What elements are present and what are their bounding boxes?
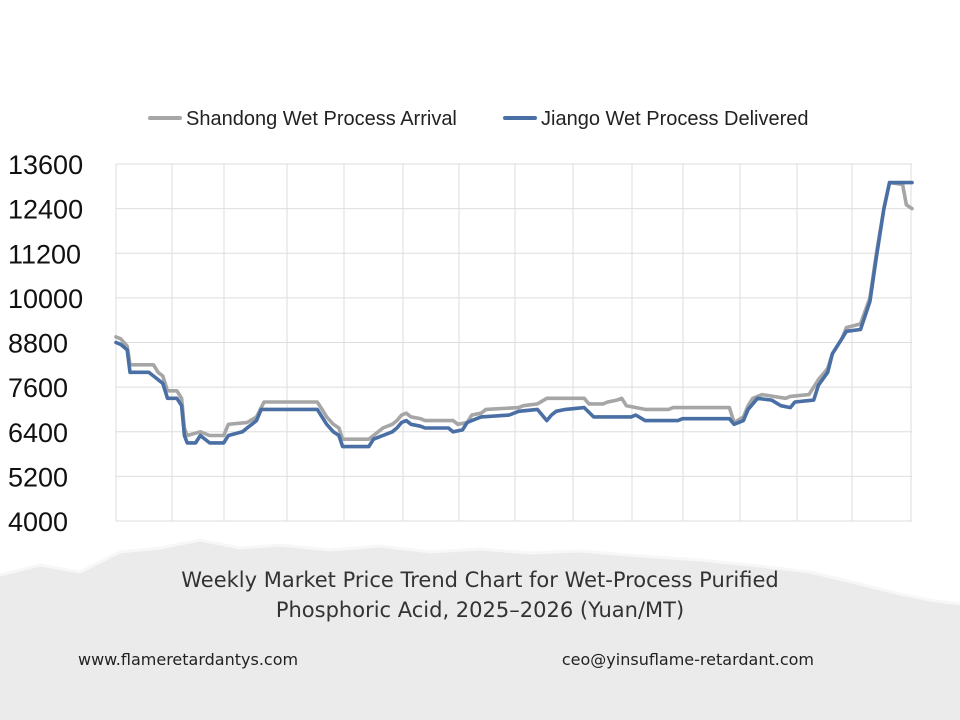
legend-label-jiango: Jiango Wet Process Delivered: [541, 108, 809, 130]
legend: Shandong Wet Process Arrival Jiango Wet P…: [148, 108, 809, 130]
legend-label-shandong: Shandong Wet Process Arrival: [186, 108, 457, 130]
series-line-jiango: [114, 180, 914, 449]
chart-caption-line2: Phosphoric Acid, 2025–2026 (Yuan/MT): [275, 598, 685, 622]
series-line-shandong: [114, 180, 914, 441]
y-tick-label: 7600: [8, 373, 68, 403]
y-axis: 13600 12400 11200 10000 8800 7600 6400 5200 4000: [8, 150, 83, 537]
y-tick-label: 6400: [8, 418, 68, 448]
email-link[interactable]: ceo@yinsuflame-retardant.com: [561, 650, 814, 669]
y-tick-label: 13600: [8, 150, 83, 180]
y-tick-label: 8800: [8, 329, 68, 359]
y-tick-label: 12400: [8, 195, 83, 225]
y-tick-label: 4000: [8, 507, 68, 537]
price-trend-chart: 13600 12400 11200 10000 8800 7600 6400 5200 4000…: [8, 108, 914, 537]
y-tick-label: 10000: [8, 284, 83, 314]
series-lines: [114, 180, 914, 449]
grid: [115, 163, 912, 522]
y-tick-label: 11200: [8, 239, 81, 269]
chart-caption-line1: Weekly Market Price Trend Chart for Wet-…: [181, 568, 779, 592]
website-link[interactable]: www.flameretardantys.com: [78, 650, 299, 669]
y-tick-label: 5200: [8, 462, 68, 492]
